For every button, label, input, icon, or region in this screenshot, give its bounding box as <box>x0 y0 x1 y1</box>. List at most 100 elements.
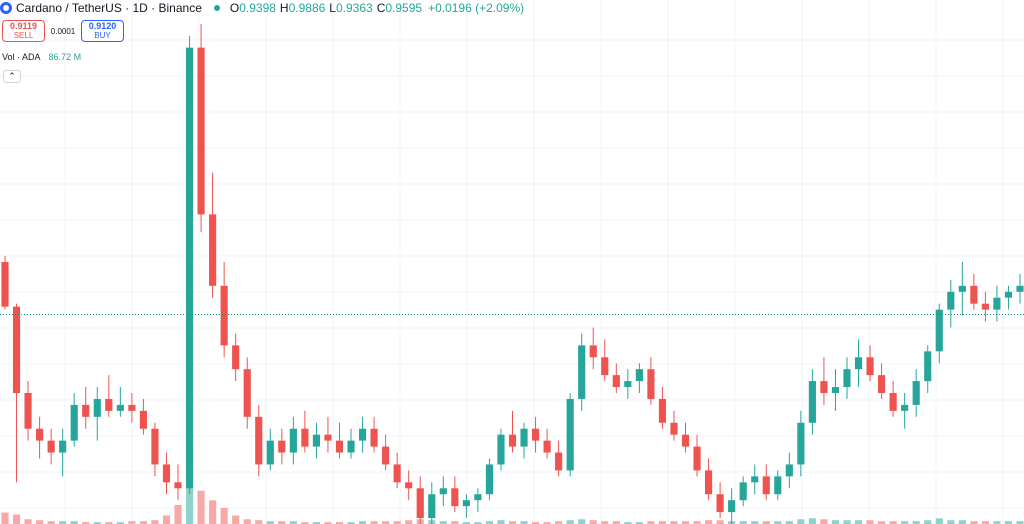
candle <box>116 387 124 417</box>
ohlc-label-c: C <box>376 1 386 15</box>
volume-bar <box>12 514 21 524</box>
candle-body <box>878 375 886 393</box>
candle-body <box>497 434 505 465</box>
volume-bar <box>889 521 897 524</box>
candle <box>681 422 690 453</box>
candle <box>958 262 966 316</box>
volume-bar <box>209 500 217 524</box>
candle-body <box>947 291 955 310</box>
candle-body <box>1016 285 1024 292</box>
candle <box>508 410 517 453</box>
volume-bar <box>116 522 124 524</box>
candle-body <box>474 494 482 501</box>
volume-bar <box>255 520 263 524</box>
market-status-dot-icon <box>213 5 220 11</box>
volume-bar <box>128 521 136 524</box>
candle <box>174 464 182 501</box>
volume-legend: Vol · ADA 86.72 M <box>2 52 81 62</box>
volume-bar <box>958 520 966 524</box>
candle <box>105 375 113 417</box>
volume-bar <box>612 521 620 524</box>
volume-bar <box>843 520 851 524</box>
candle-body <box>209 214 217 286</box>
candle-body <box>555 452 563 471</box>
candle <box>728 488 736 524</box>
candle <box>889 381 897 417</box>
ohlc-label-h: H <box>279 1 289 15</box>
volume-bar <box>70 521 78 524</box>
volume-bar <box>382 521 390 524</box>
candle-body <box>358 428 367 441</box>
candle-body <box>854 357 863 370</box>
volume-bar <box>647 521 655 524</box>
volume-bar <box>924 520 932 524</box>
candle <box>589 327 597 370</box>
candle-body <box>278 440 286 453</box>
candle <box>220 262 228 358</box>
candle <box>635 363 643 393</box>
volume-bar <box>393 521 401 524</box>
volume-bar <box>739 521 747 524</box>
volume-bar <box>762 521 770 524</box>
candle-body <box>347 440 355 453</box>
candle-body <box>82 404 90 417</box>
candle-body <box>508 434 517 447</box>
candle-body <box>36 428 44 441</box>
candle-body <box>681 434 690 447</box>
candlesticks <box>1 23 1024 524</box>
volume-value: 86.72 M <box>48 52 82 62</box>
volume-bar <box>808 518 816 524</box>
candle <box>670 410 678 441</box>
candle <box>693 434 701 477</box>
candle-body <box>647 369 655 399</box>
candle <box>739 476 747 507</box>
candle <box>82 387 90 429</box>
candle-body <box>601 357 609 376</box>
volume-bar <box>866 520 874 524</box>
candle-body <box>624 381 632 388</box>
candle <box>151 422 159 477</box>
candle <box>981 291 989 322</box>
candle <box>324 416 332 453</box>
candle-body <box>739 482 747 501</box>
volume-bar <box>439 521 447 524</box>
sell-button[interactable]: 0.9119 SELL <box>2 20 45 42</box>
candle-body <box>255 416 263 465</box>
volume-bar <box>105 522 113 524</box>
candle-body <box>451 488 459 507</box>
candle-body <box>382 446 390 465</box>
ohlc-value-c: 0.9595 <box>385 1 423 15</box>
price-change: +0.0196 (+2.09%) <box>428 1 525 15</box>
volume-bar <box>47 521 55 524</box>
candle-body <box>1 262 9 307</box>
volume-bar <box>854 520 863 524</box>
candle-body <box>59 440 67 453</box>
candle <box>820 357 828 405</box>
candle <box>993 285 1001 322</box>
volume-bar <box>774 521 782 524</box>
candle-body <box>797 422 805 465</box>
volume-bar <box>335 522 344 524</box>
candle-body <box>716 494 724 513</box>
candle <box>439 476 447 507</box>
candle-body <box>785 464 793 477</box>
candle-body <box>970 285 978 304</box>
candle-body <box>774 476 782 495</box>
candle <box>128 393 136 423</box>
volume-bar <box>485 521 494 524</box>
volume-bar <box>93 522 101 524</box>
collapse-legend-button[interactable]: ⌃ <box>3 70 21 83</box>
volume-bar <box>405 520 413 524</box>
candle-body <box>981 303 989 310</box>
volume-bar <box>232 515 240 524</box>
candle <box>797 410 805 477</box>
buy-button[interactable]: 0.9120 BUY <box>81 20 124 42</box>
candle <box>647 357 655 405</box>
volume-bar <box>751 521 759 524</box>
candle <box>243 357 251 429</box>
volume-bar <box>901 521 909 524</box>
candle-body <box>312 434 320 447</box>
candle-body <box>612 375 620 388</box>
symbol-title[interactable]: Cardano / TetherUS · 1D · Binance <box>16 1 202 15</box>
